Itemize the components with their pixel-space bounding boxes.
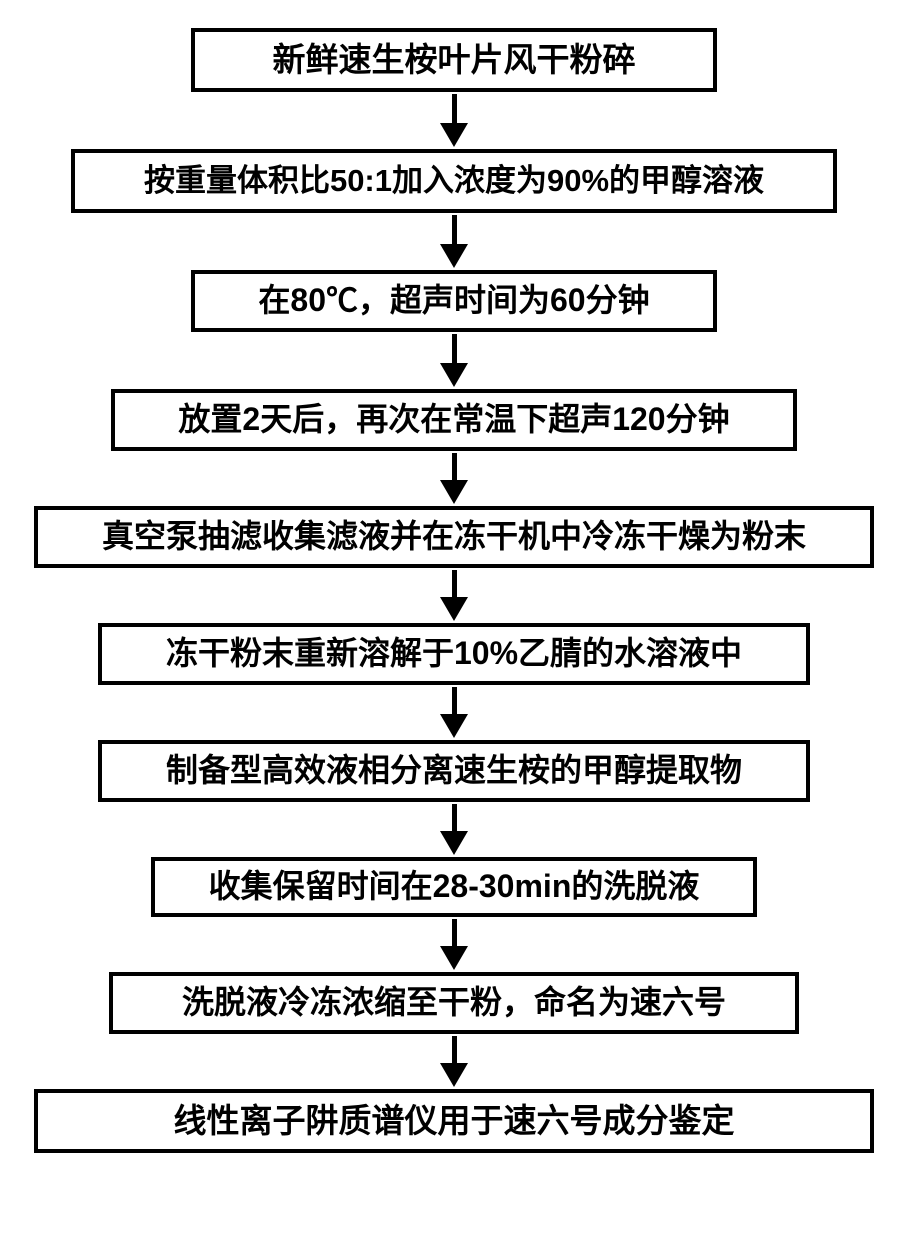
flow-step-6: 冻干粉末重新溶解于10%乙腈的水溶液中 [98, 623, 810, 685]
flow-step-label: 放置2天后，再次在常温下超声120分钟 [178, 402, 729, 437]
arrow-head-icon [440, 597, 468, 621]
flow-step-label: 新鲜速生桉叶片风干粉碎 [273, 42, 636, 78]
arrow-shaft [452, 334, 457, 364]
flow-step-4: 放置2天后，再次在常温下超声120分钟 [111, 389, 797, 451]
flow-arrow [440, 215, 468, 268]
flow-step-10: 线性离子阱质谱仪用于速六号成分鉴定 [34, 1089, 874, 1153]
flow-arrow [440, 804, 468, 855]
flowchart-container: 新鲜速生桉叶片风干粉碎按重量体积比50:1加入浓度为90%的甲醇溶液在80℃，超… [0, 28, 908, 1153]
flow-step-5: 真空泵抽滤收集滤液并在冻干机中冷冻干燥为粉末 [34, 506, 874, 568]
arrow-shaft [452, 453, 457, 481]
flow-step-7: 制备型高效液相分离速生桉的甲醇提取物 [98, 740, 810, 802]
flow-arrow [440, 94, 468, 147]
flow-step-label: 洗脱液冷冻浓缩至干粉，命名为速六号 [182, 985, 726, 1020]
arrow-head-icon [440, 244, 468, 268]
flow-step-9: 洗脱液冷冻浓缩至干粉，命名为速六号 [109, 972, 799, 1034]
arrow-shaft [452, 215, 457, 245]
flow-step-label: 制备型高效液相分离速生桉的甲醇提取物 [166, 753, 742, 788]
arrow-shaft [452, 1036, 457, 1064]
arrow-shaft [452, 94, 457, 124]
arrow-shaft [452, 687, 457, 715]
flow-arrow [440, 1036, 468, 1087]
flow-arrow [440, 919, 468, 970]
flow-step-label: 线性离子阱质谱仪用于速六号成分鉴定 [174, 1103, 735, 1139]
flow-step-8: 收集保留时间在28-30min的洗脱液 [151, 857, 757, 917]
flow-arrow [440, 570, 468, 621]
flow-step-label: 收集保留时间在28-30min的洗脱液 [209, 869, 700, 904]
flow-step-label: 在80℃，超声时间为60分钟 [258, 283, 649, 318]
flow-arrow [440, 453, 468, 504]
flow-step-1: 新鲜速生桉叶片风干粉碎 [191, 28, 717, 92]
flow-step-2: 按重量体积比50:1加入浓度为90%的甲醇溶液 [71, 149, 837, 213]
flow-arrow [440, 334, 468, 387]
arrow-head-icon [440, 363, 468, 387]
flow-step-label: 按重量体积比50:1加入浓度为90%的甲醇溶液 [144, 164, 764, 198]
arrow-head-icon [440, 946, 468, 970]
arrow-head-icon [440, 831, 468, 855]
arrow-shaft [452, 570, 457, 598]
flow-step-label: 真空泵抽滤收集滤液并在冻干机中冷冻干燥为粉末 [102, 519, 806, 554]
flow-step-3: 在80℃，超声时间为60分钟 [191, 270, 717, 332]
flow-arrow [440, 687, 468, 738]
arrow-shaft [452, 804, 457, 832]
arrow-head-icon [440, 480, 468, 504]
arrow-head-icon [440, 123, 468, 147]
arrow-shaft [452, 919, 457, 947]
arrow-head-icon [440, 1063, 468, 1087]
arrow-head-icon [440, 714, 468, 738]
flow-step-label: 冻干粉末重新溶解于10%乙腈的水溶液中 [166, 636, 742, 671]
